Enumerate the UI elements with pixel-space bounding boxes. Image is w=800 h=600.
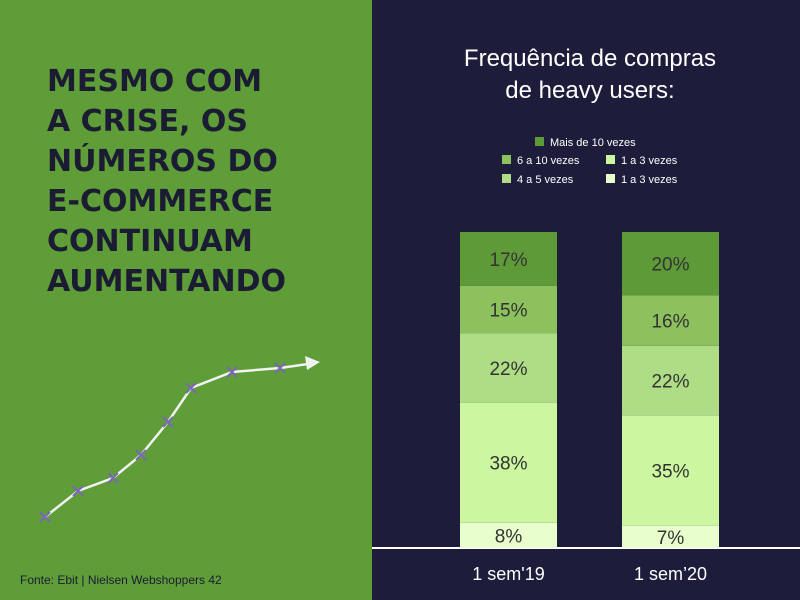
right-panel bbox=[372, 0, 800, 600]
headline-line: AUMENTANDO bbox=[47, 264, 286, 299]
decorative-trend bbox=[39, 356, 320, 523]
headline-line: CONTINUAM bbox=[47, 224, 253, 259]
headline-line: A CRISE, OS bbox=[47, 104, 248, 139]
headline-line: MESMO COM bbox=[47, 64, 262, 99]
bar-segment bbox=[622, 232, 719, 296]
bar-segment bbox=[460, 522, 557, 548]
value-label: 7% bbox=[657, 528, 685, 549]
value-label: 17% bbox=[489, 250, 527, 271]
x-tick-label: 1 sem'19 bbox=[472, 564, 544, 584]
legend-label: 4 a 5 vezes bbox=[517, 174, 574, 186]
trend-arrow bbox=[305, 356, 320, 370]
legend-swatch bbox=[606, 155, 615, 164]
legend-swatch bbox=[606, 174, 615, 183]
legend-label: Mais de 10 vezes bbox=[550, 137, 636, 149]
value-label: 35% bbox=[651, 462, 689, 483]
bar-segment bbox=[460, 285, 557, 334]
bar-segment bbox=[622, 415, 719, 526]
headline-line: E-COMMERCE bbox=[47, 184, 273, 219]
legend-label: 1 a 3 vezes bbox=[621, 155, 678, 167]
value-label: 20% bbox=[651, 255, 689, 276]
bar-segment bbox=[460, 333, 557, 403]
legend-label: 6 a 10 vezes bbox=[517, 155, 580, 167]
trend-markers bbox=[39, 362, 286, 523]
value-label: 22% bbox=[489, 359, 527, 380]
bar-segment bbox=[622, 295, 719, 346]
headline-line: NÚMEROS DO bbox=[47, 142, 278, 179]
value-label: 15% bbox=[489, 300, 527, 321]
chart-title: Frequência de compras bbox=[464, 45, 716, 72]
bar-segment bbox=[460, 232, 557, 286]
bar-segment bbox=[622, 345, 719, 416]
value-label: 8% bbox=[495, 526, 523, 547]
legend-swatch bbox=[535, 137, 544, 146]
legend-swatch bbox=[502, 155, 511, 164]
value-label: 16% bbox=[651, 311, 689, 332]
chart-title: de heavy users: bbox=[505, 77, 674, 104]
legend-swatch bbox=[502, 174, 511, 183]
left-panel bbox=[0, 0, 372, 600]
bar-segment bbox=[622, 525, 719, 548]
value-label: 38% bbox=[489, 454, 527, 475]
legend-label: 1 a 3 vezes bbox=[621, 174, 678, 186]
value-label: 22% bbox=[651, 372, 689, 393]
bar-segment bbox=[460, 402, 557, 523]
source-note: Fonte: Ebit | Nielsen Webshoppers 42 bbox=[20, 573, 222, 587]
x-tick-label: 1 sem’20 bbox=[634, 564, 707, 584]
